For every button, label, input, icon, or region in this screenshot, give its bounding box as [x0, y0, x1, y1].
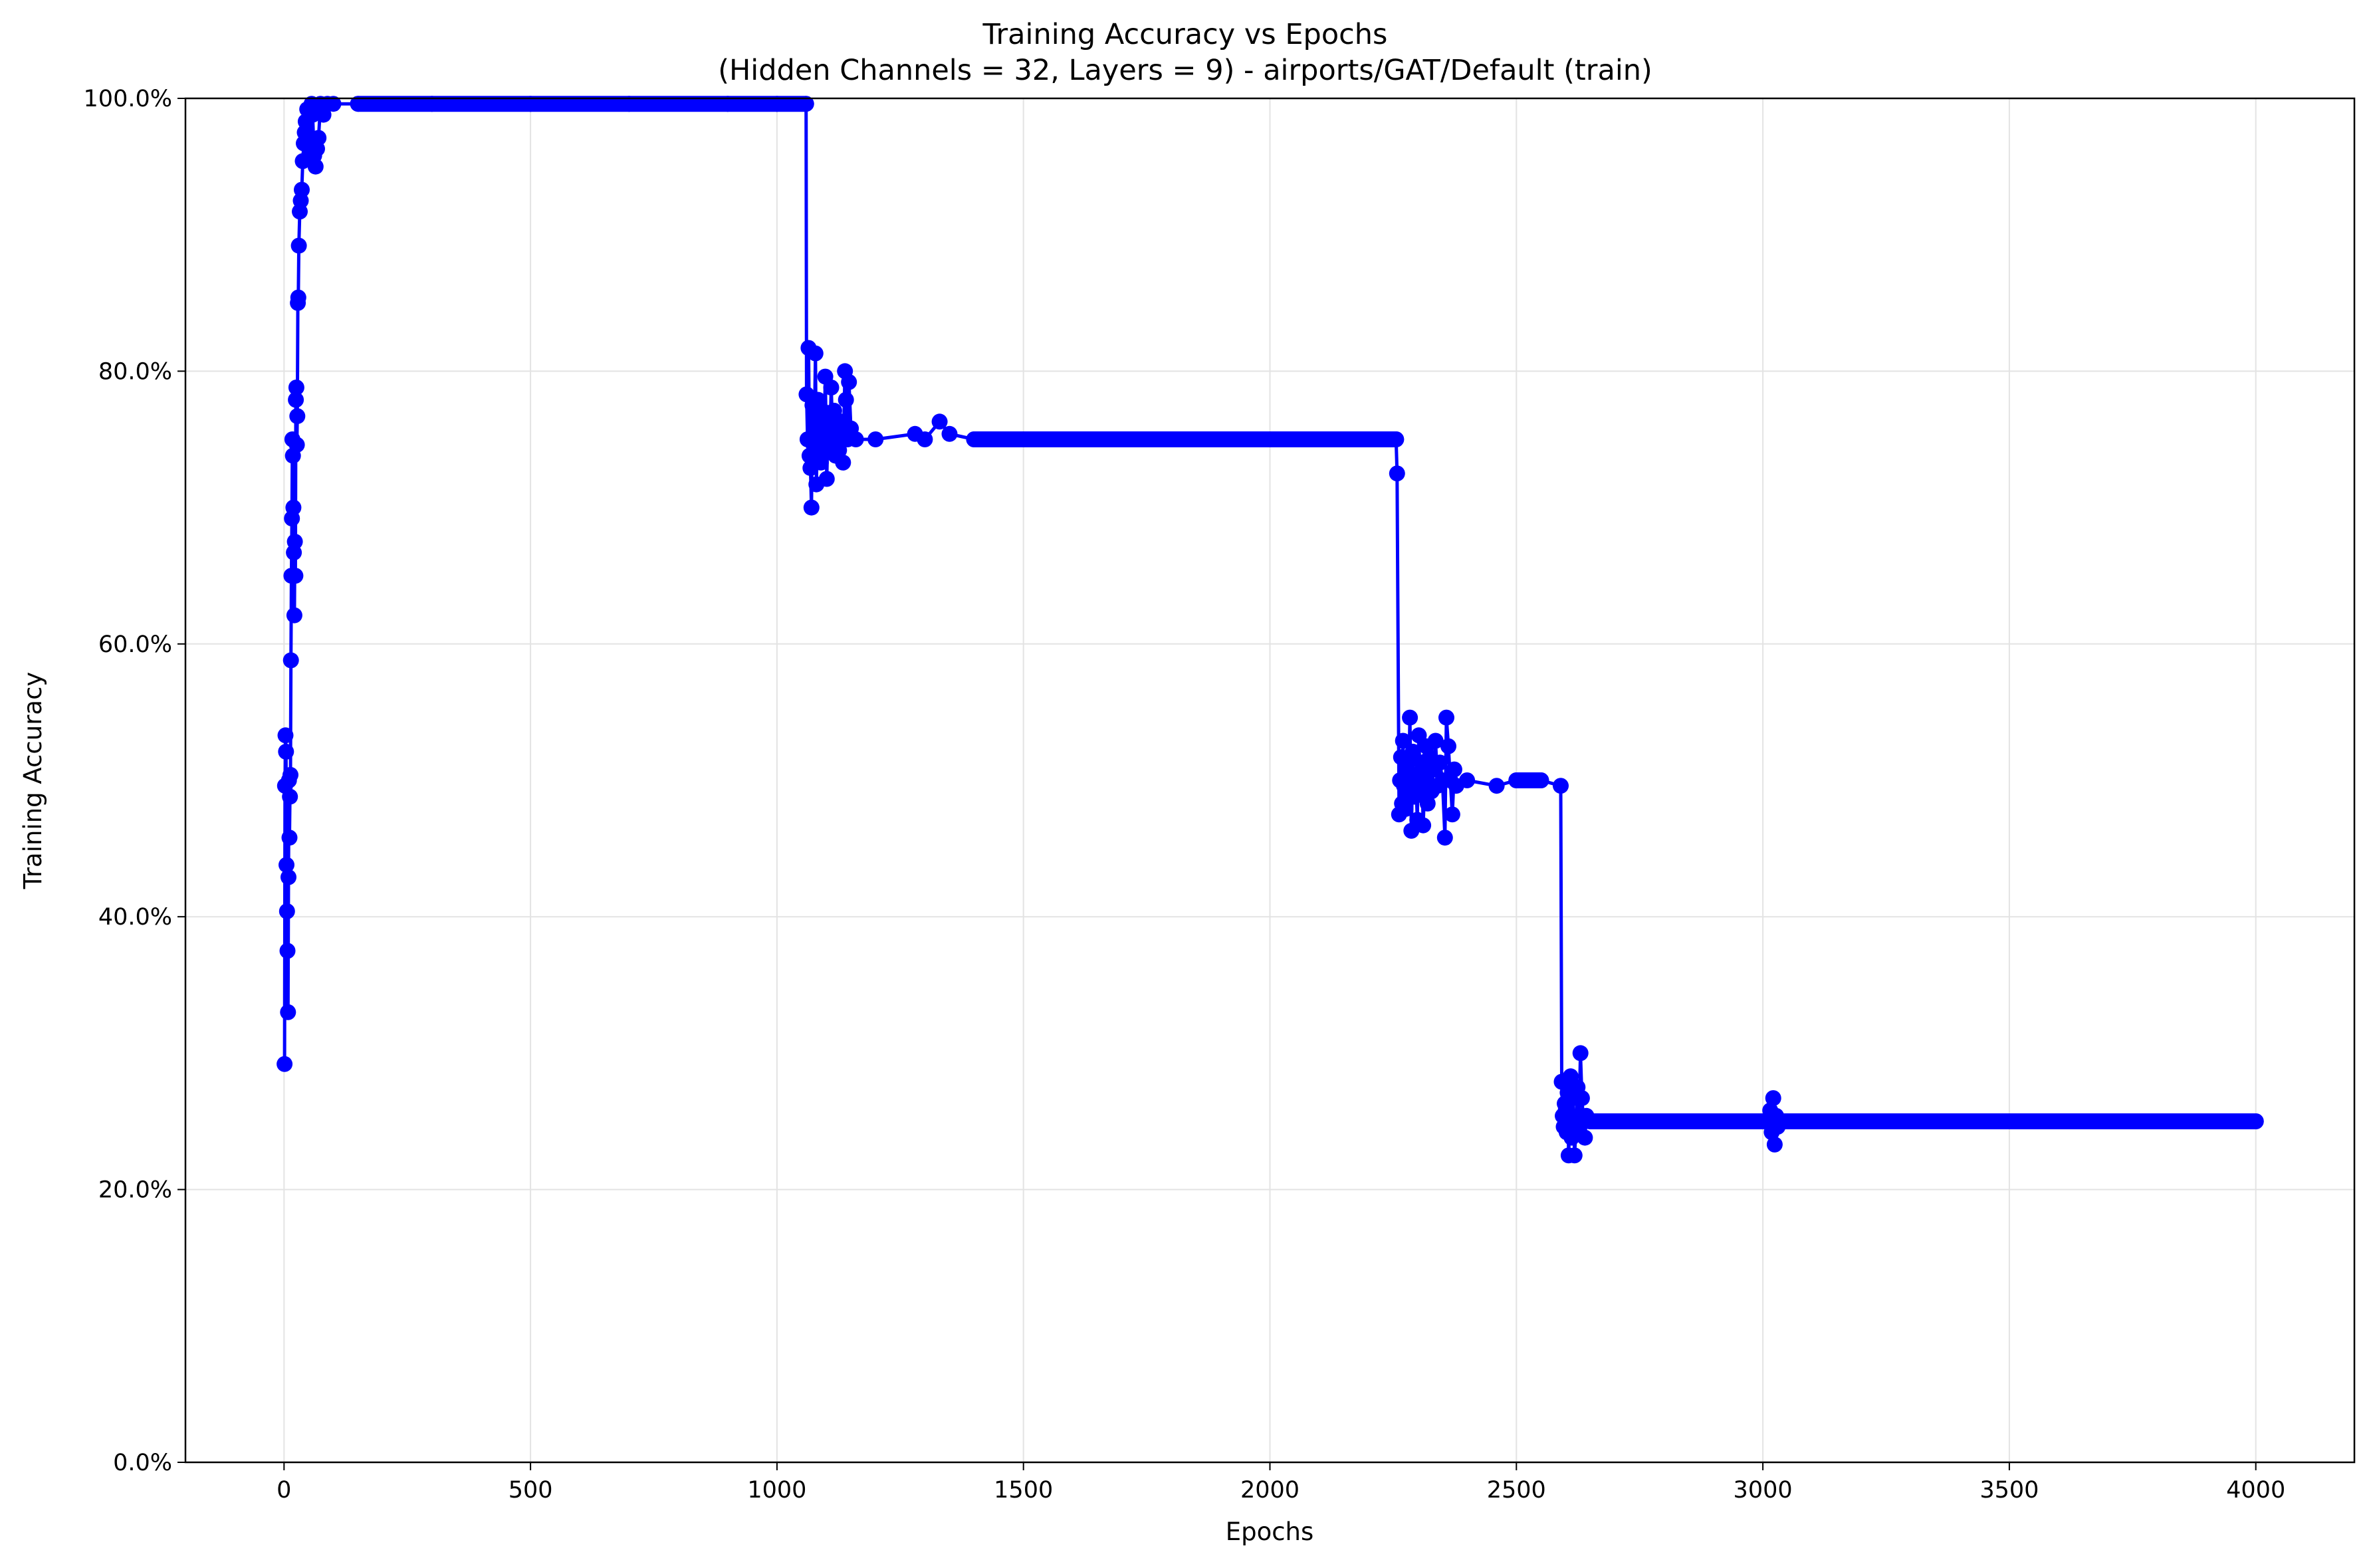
x-tick-label: 3000 — [1734, 1477, 1793, 1504]
data-point — [841, 374, 857, 390]
data-point — [1488, 778, 1505, 794]
data-point — [1415, 817, 1432, 834]
data-point — [831, 442, 848, 459]
data-point — [867, 431, 884, 447]
data-point — [1444, 806, 1460, 823]
y-tick-label: 100.0% — [84, 86, 172, 112]
data-point — [1573, 1090, 1590, 1107]
data-point — [917, 431, 933, 447]
y-axis-label: Training Accuracy — [19, 672, 47, 890]
chart-title: Training Accuracy vs Epochs — [982, 18, 1388, 51]
data-point — [1566, 1147, 1583, 1164]
data-point — [941, 425, 958, 442]
x-tick-label: 500 — [508, 1477, 553, 1504]
data-point — [1397, 801, 1414, 818]
y-tick-label: 80.0% — [98, 358, 172, 385]
data-point — [838, 392, 854, 408]
x-tick-label: 3500 — [1979, 1477, 2039, 1504]
data-point — [307, 158, 324, 175]
y-tick-label: 20.0% — [98, 1177, 172, 1204]
data-point — [288, 437, 305, 453]
data-point — [1553, 778, 1569, 794]
data-point — [290, 289, 306, 306]
data-point — [1432, 754, 1448, 771]
data-point — [281, 869, 296, 885]
x-axis-label: Epochs — [1226, 1517, 1314, 1546]
data-point — [1436, 830, 1453, 846]
data-point — [278, 743, 294, 760]
x-tick-label: 1500 — [994, 1477, 1053, 1504]
data-point — [1459, 772, 1476, 788]
data-point — [1389, 465, 1405, 482]
data-point — [811, 425, 828, 442]
data-point — [290, 237, 307, 254]
data-point — [279, 903, 295, 919]
data-point — [289, 408, 306, 425]
data-point — [1440, 738, 1456, 754]
plot-series — [277, 96, 2264, 1164]
data-point — [280, 1004, 296, 1020]
data-point — [807, 345, 824, 362]
y-tick-label: 40.0% — [98, 904, 172, 931]
data-point — [1405, 743, 1421, 760]
data-point — [848, 431, 864, 447]
data-point — [279, 943, 296, 959]
x-tick-label: 1000 — [747, 1477, 806, 1504]
x-tick-label: 0 — [277, 1477, 291, 1504]
data-point — [812, 454, 829, 471]
data-point — [931, 413, 948, 430]
data-point — [1766, 1136, 1783, 1153]
data-point — [281, 830, 298, 846]
data-point — [282, 788, 298, 805]
data-point — [294, 181, 310, 198]
data-point — [823, 380, 840, 395]
chart-subtitle: (Hidden Channels = 32, Layers = 9) - air… — [718, 54, 1652, 87]
data-point — [285, 499, 302, 516]
data-point — [1577, 1129, 1593, 1146]
data-point — [1446, 761, 1462, 778]
data-point — [803, 499, 820, 516]
x-tick-label: 2000 — [1240, 1477, 1300, 1504]
x-tick-label: 4000 — [2226, 1477, 2285, 1504]
data-point — [1395, 732, 1411, 749]
data-point — [1402, 709, 1418, 726]
data-point — [818, 471, 835, 487]
data-point — [325, 96, 342, 112]
axis-ticks: 0 500 1000 1500 2000 2500 3000 3500 4000 0.0% 20.0… — [84, 86, 2286, 1504]
data-point — [1393, 749, 1409, 766]
data-point — [1419, 795, 1436, 812]
data-point — [288, 380, 304, 395]
data-point — [282, 766, 298, 783]
data-point — [1765, 1090, 1781, 1107]
y-tick-label: 60.0% — [98, 631, 172, 658]
y-tick-label: 0.0% — [113, 1450, 172, 1476]
data-point — [310, 130, 327, 146]
data-point — [286, 607, 302, 623]
data-point — [1572, 1045, 1589, 1062]
data-point — [277, 727, 294, 744]
data-point — [282, 652, 299, 669]
data-point — [835, 454, 851, 471]
x-tick-label: 2500 — [1487, 1477, 1546, 1504]
data-point — [277, 1056, 293, 1072]
data-point — [279, 857, 294, 873]
data-point — [288, 392, 304, 408]
data-point — [286, 533, 303, 550]
data-point — [1427, 732, 1444, 749]
data-point — [287, 568, 304, 584]
data-point — [1438, 709, 1454, 726]
